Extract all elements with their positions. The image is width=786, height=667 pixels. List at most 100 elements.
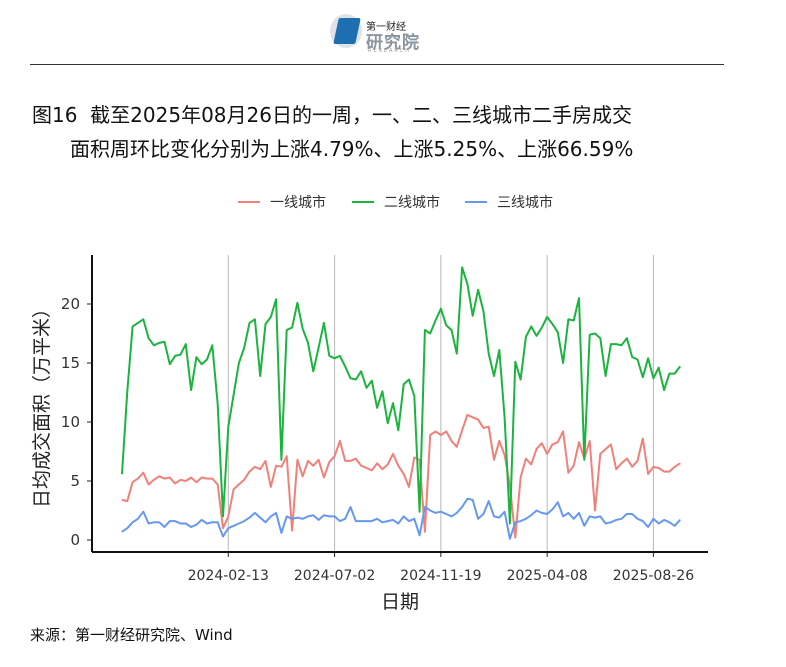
data-point	[158, 521, 160, 523]
data-point	[360, 520, 362, 522]
data-point	[668, 373, 670, 375]
data-point	[243, 347, 245, 349]
data-point	[227, 527, 229, 529]
data-point	[679, 519, 681, 521]
data-point	[248, 470, 251, 473]
data-point	[264, 521, 267, 523]
data-point	[679, 462, 681, 464]
data-point	[434, 512, 437, 514]
data-point	[472, 416, 474, 418]
data-point	[573, 319, 575, 322]
data-point	[206, 522, 208, 525]
data-point	[477, 419, 479, 421]
data-point	[328, 355, 330, 357]
data-point	[217, 483, 219, 486]
data-point	[482, 310, 484, 312]
data-point	[365, 467, 368, 469]
data-point	[679, 365, 681, 368]
data-point	[126, 500, 128, 502]
data-point	[429, 332, 431, 335]
data-point	[147, 522, 150, 525]
data-point	[302, 518, 304, 520]
data-point	[472, 499, 474, 501]
x-tick-label: 2024-07-02	[294, 568, 375, 584]
data-point	[642, 376, 644, 378]
data-point	[392, 519, 394, 521]
legend-label: 一线城市	[270, 194, 326, 211]
data-point	[153, 344, 155, 346]
data-point	[419, 534, 421, 536]
data-point	[519, 476, 522, 479]
data-point	[583, 525, 585, 527]
data-point	[376, 462, 378, 464]
data-point	[259, 516, 261, 519]
data-point	[227, 426, 229, 428]
data-point	[578, 297, 580, 299]
data-point	[323, 322, 325, 324]
data-point	[387, 463, 389, 466]
data-point	[567, 318, 570, 320]
data-point	[599, 337, 601, 339]
data-point	[562, 362, 564, 364]
data-point	[339, 355, 341, 357]
chart-series	[121, 266, 681, 540]
data-point	[567, 472, 570, 474]
data-point	[227, 515, 229, 518]
chart-legend: 一线城市 二线城市 三线城市	[238, 194, 553, 211]
data-point	[535, 448, 538, 450]
data-point	[429, 434, 431, 436]
chart-grid	[227, 255, 654, 552]
data-point	[238, 362, 240, 364]
data-point	[307, 515, 309, 518]
data-point	[610, 343, 612, 345]
data-point	[307, 342, 309, 344]
data-point	[190, 476, 192, 479]
data-point	[381, 521, 383, 523]
title-line-1: 图16 截至2025年08月26日的一周，一、二、三线城市二手房成交	[32, 98, 752, 132]
data-point	[169, 520, 171, 522]
x-tick-label: 2025-08-26	[613, 568, 694, 584]
data-point	[312, 370, 314, 372]
data-point	[142, 511, 144, 513]
data-point	[211, 344, 213, 346]
data-point	[583, 459, 585, 461]
data-point	[137, 478, 139, 480]
data-point	[578, 512, 580, 514]
x-tick-label: 2024-02-13	[188, 568, 269, 584]
data-point	[514, 521, 516, 523]
data-point	[302, 475, 304, 477]
data-point	[605, 448, 607, 450]
data-point	[663, 389, 665, 391]
data-point	[652, 518, 655, 520]
data-point	[233, 525, 235, 527]
data-point	[270, 316, 272, 318]
data-point	[445, 430, 447, 433]
data-point	[488, 352, 490, 355]
data-point	[179, 354, 182, 356]
data-point	[344, 518, 346, 520]
data-point	[318, 519, 320, 521]
data-point	[498, 440, 500, 442]
data-point	[450, 329, 453, 331]
data-point	[493, 459, 495, 461]
data-point	[163, 478, 166, 480]
data-point	[222, 515, 224, 518]
data-point	[626, 457, 628, 460]
data-point	[291, 327, 293, 329]
data-point	[211, 478, 213, 480]
data-point	[142, 472, 144, 474]
data-point	[238, 522, 240, 525]
data-point	[594, 516, 596, 519]
legend-label: 三线城市	[497, 194, 553, 211]
data-point	[424, 506, 426, 508]
data-point	[557, 501, 559, 503]
data-point	[206, 478, 208, 480]
data-point	[466, 283, 469, 285]
y-tick-label: 10	[61, 413, 80, 431]
data-point	[636, 358, 639, 361]
data-point	[371, 469, 373, 471]
data-point	[371, 380, 373, 382]
header-divider	[30, 64, 724, 65]
data-point	[663, 470, 665, 473]
